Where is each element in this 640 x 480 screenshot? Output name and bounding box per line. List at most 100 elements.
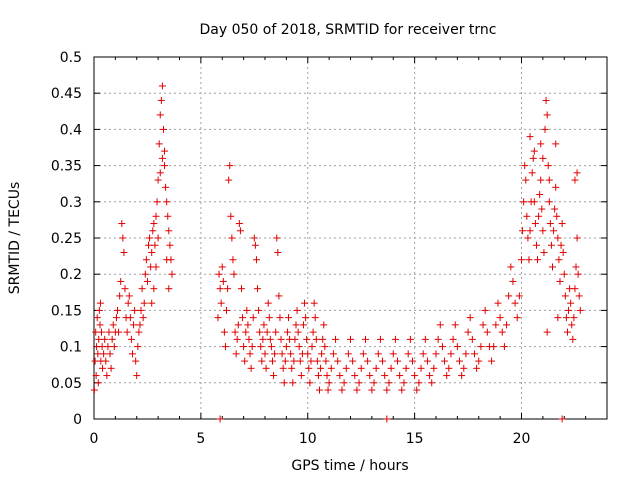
data-point	[115, 328, 123, 336]
data-point	[391, 335, 399, 343]
data-point	[278, 350, 286, 358]
data-point	[107, 364, 115, 372]
data-point	[490, 343, 498, 351]
data-point	[262, 364, 270, 372]
data-point	[219, 277, 227, 285]
data-point	[310, 299, 318, 307]
data-point	[291, 335, 299, 343]
data-point	[260, 321, 268, 329]
data-point	[473, 364, 481, 372]
data-point	[318, 350, 326, 358]
data-point	[511, 299, 519, 307]
data-point	[447, 350, 455, 358]
data-point	[383, 415, 391, 423]
data-point	[105, 328, 113, 336]
data-point	[528, 169, 536, 177]
data-point	[265, 314, 273, 322]
data-point	[430, 364, 438, 372]
x-tick-label: 15	[406, 431, 424, 447]
data-point	[266, 335, 274, 343]
data-point	[322, 357, 330, 365]
data-point	[389, 350, 397, 358]
data-point	[340, 379, 348, 387]
data-point	[519, 227, 527, 235]
data-point	[381, 372, 389, 380]
data-point	[237, 285, 245, 293]
data-point	[540, 248, 548, 256]
data-point	[90, 386, 98, 394]
data-point	[152, 263, 160, 271]
x-tick-label: 0	[90, 431, 99, 447]
data-point	[539, 154, 547, 162]
data-point	[255, 306, 263, 314]
data-point	[355, 379, 363, 387]
data-point	[552, 140, 560, 148]
data-point	[554, 314, 562, 322]
data-point	[529, 154, 537, 162]
data-point	[132, 357, 140, 365]
data-point	[542, 96, 550, 104]
data-point	[277, 335, 285, 343]
data-point	[575, 292, 583, 300]
data-point	[263, 328, 271, 336]
data-point	[162, 183, 170, 191]
data-point	[274, 248, 282, 256]
data-point	[545, 176, 553, 184]
data-point	[250, 234, 258, 242]
y-tick-label: 0.5	[60, 50, 82, 66]
data-point	[166, 241, 174, 249]
data-point	[271, 350, 279, 358]
data-point	[387, 364, 395, 372]
data-point	[536, 191, 544, 199]
data-point	[226, 162, 234, 170]
data-point	[494, 299, 502, 307]
data-point	[230, 270, 238, 278]
data-point	[571, 285, 579, 293]
data-point	[299, 321, 307, 329]
data-point	[432, 350, 440, 358]
y-tick-label: 0.25	[51, 231, 82, 247]
data-point	[554, 234, 562, 242]
data-point	[127, 335, 135, 343]
data-point	[308, 343, 316, 351]
data-point	[515, 292, 523, 300]
y-tick-label: 0.05	[51, 376, 82, 392]
data-point	[568, 321, 576, 329]
data-point	[155, 140, 163, 148]
data-point	[338, 386, 346, 394]
data-point	[548, 263, 556, 271]
data-point	[158, 82, 166, 90]
data-point	[142, 256, 150, 264]
x-tick-label: 10	[299, 431, 317, 447]
data-point	[518, 256, 525, 264]
data-point	[133, 372, 141, 380]
data-point	[576, 306, 584, 314]
data-point	[275, 292, 283, 300]
data-point	[466, 314, 474, 322]
data-point	[239, 314, 247, 322]
data-point	[307, 357, 315, 365]
data-point	[247, 364, 255, 372]
data-point	[436, 321, 444, 329]
data-point	[285, 314, 293, 322]
data-point	[555, 256, 563, 264]
data-point	[134, 343, 142, 351]
data-point	[157, 96, 165, 104]
chart-title: Day 050 of 2018, SRMTID for receiver trn…	[200, 22, 497, 38]
data-point	[130, 321, 138, 329]
data-point	[562, 314, 570, 322]
data-point	[573, 234, 581, 242]
data-point	[243, 306, 251, 314]
data-point	[215, 270, 223, 278]
data-point	[370, 379, 378, 387]
data-point	[321, 343, 329, 351]
data-point	[254, 285, 262, 293]
data-point	[248, 343, 256, 351]
data-point	[311, 314, 319, 322]
y-tick-label: 0.35	[51, 159, 82, 175]
data-point	[295, 343, 303, 351]
data-point	[314, 372, 322, 380]
data-point	[329, 350, 337, 358]
data-point	[558, 220, 566, 228]
y-axis-label: SRMTID / TECUs	[7, 182, 23, 295]
